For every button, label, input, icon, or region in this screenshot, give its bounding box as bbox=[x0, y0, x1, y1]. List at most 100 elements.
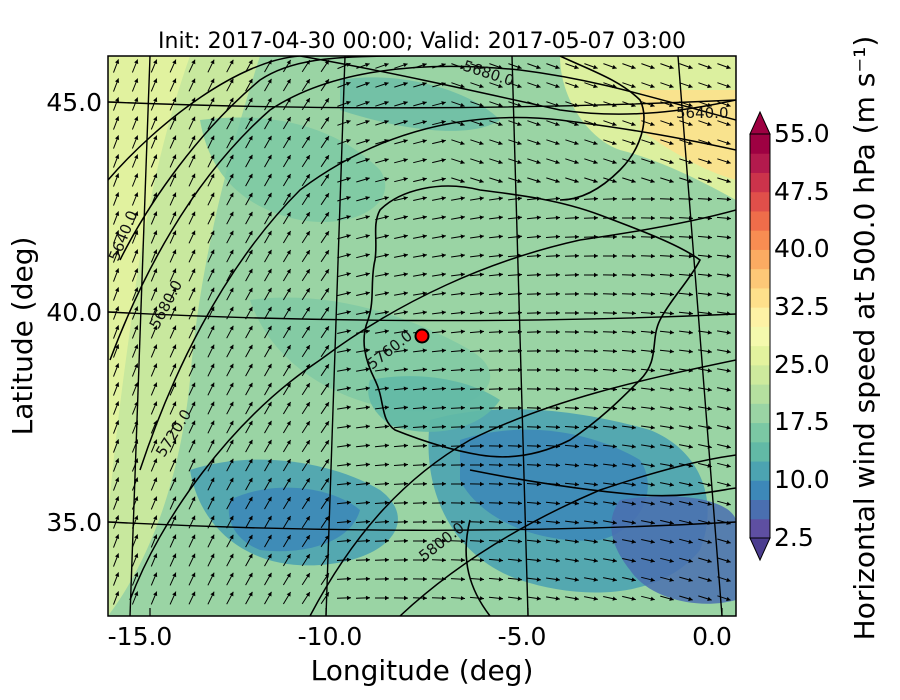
wind-arrow-head bbox=[346, 215, 351, 220]
wind-arrow-head bbox=[115, 78, 120, 83]
wind-arrow-head bbox=[574, 482, 579, 487]
wind-arrow-head bbox=[248, 268, 253, 274]
wind-arrow-head bbox=[229, 249, 234, 255]
wind-arrow-head bbox=[518, 405, 522, 411]
wind-arrow-head bbox=[153, 116, 158, 122]
wind-arrow-head bbox=[191, 553, 196, 559]
wind-arrow-head bbox=[229, 211, 234, 217]
wind-arrow-head bbox=[574, 178, 579, 183]
wind-arrow-head bbox=[517, 291, 522, 296]
wind-arrow-head bbox=[286, 174, 291, 179]
wind-arrow-head bbox=[248, 325, 253, 331]
wind-arrow-head bbox=[346, 196, 351, 201]
wind-arrow-head bbox=[191, 249, 196, 255]
wind-arrow-head bbox=[365, 424, 370, 429]
wind-arrow-head bbox=[210, 211, 215, 217]
wind-arrow-head bbox=[707, 235, 712, 240]
wind-arrow-head bbox=[365, 139, 370, 144]
wind-arrow-head bbox=[707, 482, 712, 487]
wind-arrow-head bbox=[210, 534, 215, 540]
wind-arrow-head bbox=[115, 591, 120, 596]
wind-arrow-head bbox=[555, 83, 560, 89]
wind-arrow-head bbox=[498, 140, 503, 145]
wind-arrow-head bbox=[556, 310, 560, 316]
wind-arrow-head bbox=[460, 140, 465, 145]
wind-arrow-head bbox=[707, 463, 712, 468]
wind-arrow-head bbox=[346, 253, 351, 258]
wind-arrow-head bbox=[134, 192, 139, 197]
wind-arrow-head bbox=[191, 268, 196, 274]
wind-arrow-head bbox=[267, 306, 272, 312]
wind-arrow-head bbox=[153, 230, 158, 236]
wind-arrow-head bbox=[688, 83, 693, 89]
wind-arrow-head bbox=[172, 439, 177, 445]
wind-arrow-head bbox=[536, 272, 541, 277]
wind-arrow-head bbox=[153, 173, 158, 179]
wind-arrow-head bbox=[153, 382, 158, 388]
wind-arrow-head bbox=[726, 558, 731, 563]
wind-arrow-head bbox=[651, 215, 655, 221]
wind-arrow-head bbox=[403, 63, 408, 68]
wind-arrow-head bbox=[631, 349, 636, 354]
wind-arrow-head bbox=[593, 558, 598, 563]
france-coast bbox=[559, 56, 645, 201]
colorbar-segment bbox=[750, 364, 770, 385]
wind-arrow-head bbox=[403, 329, 408, 334]
wind-arrow-head bbox=[384, 500, 389, 505]
wind-arrow-head bbox=[650, 159, 655, 164]
wind-arrow-head bbox=[498, 253, 503, 258]
wind-arrow-head bbox=[650, 596, 655, 601]
wind-arrow-head bbox=[248, 363, 253, 369]
wind-arrow-head bbox=[346, 310, 351, 315]
wind-arrow-head bbox=[726, 368, 731, 373]
wind-arrow-head bbox=[248, 287, 253, 293]
wind-arrow-head bbox=[688, 425, 693, 430]
wind-arrow-head bbox=[669, 368, 674, 373]
wind-arrow-head bbox=[650, 539, 655, 544]
wind-arrow-head bbox=[248, 211, 253, 217]
wind-arrow-head bbox=[248, 135, 253, 141]
x-tick-label: -15.0 bbox=[108, 622, 173, 651]
wind-arrow-head bbox=[365, 158, 370, 163]
wind-arrow-head bbox=[650, 234, 655, 240]
wind-arrow-head bbox=[460, 234, 465, 239]
wind-arrow-head bbox=[248, 59, 253, 65]
wind-arrow-head bbox=[688, 64, 693, 70]
wind-arrow-head bbox=[191, 477, 196, 483]
wind-arrow-head bbox=[210, 135, 215, 141]
colorbar-segment bbox=[750, 480, 770, 501]
wind-arrow-head bbox=[688, 368, 693, 373]
wind-arrow-head bbox=[575, 310, 579, 316]
wind-arrow-head bbox=[593, 140, 598, 145]
wind-arrow-head bbox=[305, 136, 310, 141]
wind-arrow-head bbox=[460, 424, 465, 430]
wind-arrow-head bbox=[612, 178, 617, 183]
wind-arrow-head bbox=[384, 367, 389, 372]
wind-arrow-head bbox=[574, 463, 579, 468]
wind-arrow-head bbox=[305, 383, 310, 388]
wind-arrow-head bbox=[574, 272, 579, 278]
y-axis-title: Latitude (deg) bbox=[6, 237, 39, 436]
wind-arrow-head bbox=[498, 539, 503, 544]
wind-arrow-head bbox=[403, 424, 408, 429]
wind-arrow-head bbox=[286, 231, 291, 236]
wind-arrow-head bbox=[555, 501, 560, 506]
wind-arrow-head bbox=[536, 310, 541, 316]
wind-arrow-head bbox=[286, 364, 291, 369]
colorbar-segment bbox=[750, 134, 770, 154]
wind-arrow-head bbox=[365, 120, 370, 125]
wind-arrow-head bbox=[172, 116, 177, 122]
wind-arrow-head bbox=[210, 154, 215, 160]
wind-arrow-head bbox=[134, 97, 139, 102]
x-tick-label: 0.0 bbox=[692, 622, 732, 651]
wind-arrow-head bbox=[134, 173, 139, 178]
wind-arrow-head bbox=[555, 444, 560, 449]
wind-arrow-head bbox=[403, 272, 408, 277]
wind-arrow-head bbox=[267, 230, 272, 236]
wind-arrow-head bbox=[631, 178, 636, 183]
wind-arrow-head bbox=[365, 310, 370, 315]
wind-arrow-head bbox=[305, 421, 310, 426]
wind-arrow-head bbox=[305, 269, 310, 274]
colorbar-tick-label: 32.5 bbox=[774, 292, 830, 321]
wind-arrow-head bbox=[403, 443, 408, 448]
